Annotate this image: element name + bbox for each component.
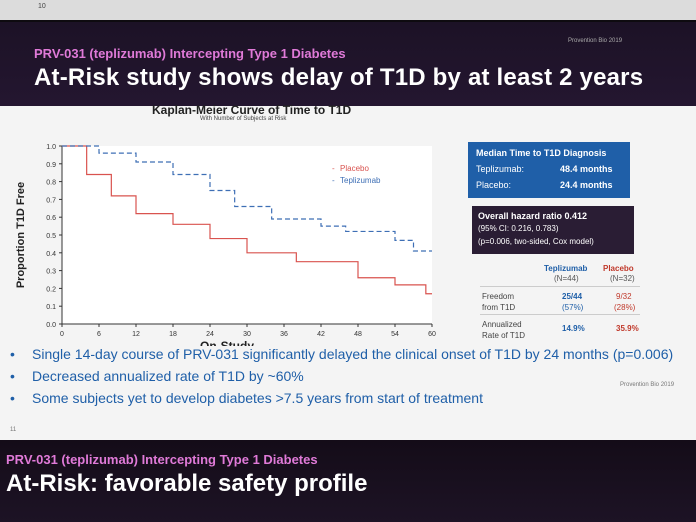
y-tick-label: 0.2 [46, 286, 56, 293]
median-placebo-value: 24.4 months [560, 180, 613, 190]
current-slide: Provention Bio 2019 PRV-031 (teplizumab)… [0, 22, 696, 440]
slide-header: Provention Bio 2019 PRV-031 (teplizumab)… [0, 22, 696, 106]
chart-subtitle: With Number of Subjects at Risk [200, 116, 287, 122]
x-tick-label: 30 [243, 331, 251, 338]
next-slide: PRV-031 (teplizumab) Intercepting Type 1… [0, 440, 696, 522]
bullet-dot: • [10, 346, 15, 362]
row-freedom-label2: from T1D [482, 303, 516, 312]
freedom-placebo-value: 9/32 [616, 292, 632, 301]
n-teplizumab: (N=44) [554, 274, 579, 283]
col-header-teplizumab: Teplizumab [544, 264, 588, 273]
y-tick-label: 0.3 [46, 269, 56, 276]
y-tick-label: 0.9 [46, 162, 56, 169]
x-tick-label: 48 [354, 331, 362, 338]
row-freedom-label1: Freedom [482, 292, 515, 301]
x-tick-label: 60 [428, 331, 436, 338]
bullet-text: Single 14-day course of PRV-031 signific… [32, 346, 674, 362]
table-divider [480, 314, 640, 315]
slide-page-number: 11 [10, 427, 17, 433]
n-placebo: (N=32) [610, 274, 635, 283]
rate-placebo-value: 35.9% [616, 324, 639, 333]
y-tick-label: 0.1 [46, 304, 56, 311]
median-placebo-label: Placebo: [476, 180, 512, 190]
next-slide-subtitle: PRV-031 (teplizumab) Intercepting Type 1… [6, 452, 318, 467]
km-chart: 0.0 0.1 0.2 0.3 0.4 0.5 0.6 0.7 0.8 0.9 1.0 0 6 12 18 2… [15, 144, 436, 346]
plot-area [62, 146, 432, 324]
bullet-dot: • [10, 368, 15, 384]
x-tick-label: 0 [60, 331, 64, 338]
rate-teplizumab-value: 14.9% [562, 324, 585, 333]
series-line-placebo [62, 145, 432, 295]
x-tick-label: 54 [391, 331, 399, 338]
freedom-teplizumab-pct: (57%) [562, 303, 584, 312]
y-tick-label: 1.0 [46, 144, 56, 151]
next-slide-title: At-Risk: favorable safety profile [6, 470, 368, 497]
slide-subtitle: PRV-031 (teplizumab) Intercepting Type 1… [34, 46, 346, 61]
x-tick-label: 6 [97, 331, 101, 338]
legend-marker: - [332, 164, 335, 173]
legend-marker: - [332, 176, 335, 185]
legend-label-placebo: Placebo [340, 164, 369, 173]
y-tick-label: 0.4 [46, 251, 56, 258]
median-teplizumab-label: Teplizumab: [476, 164, 525, 174]
median-teplizumab-value: 48.4 months [560, 164, 613, 174]
slide-title: At-Risk study shows delay of T1D by at l… [34, 64, 644, 91]
table-header-divider [480, 286, 640, 287]
bullet-text: Some subjects yet to develop diabetes >7… [32, 390, 483, 406]
legend-label-teplizumab: Teplizumab [340, 176, 381, 185]
x-tick-label: 18 [169, 331, 177, 338]
slide-source-footer: Provention Bio 2019 [620, 382, 675, 388]
y-tick-label: 0.5 [46, 233, 56, 240]
x-axis-label: On-Study [200, 339, 254, 346]
results-table: Teplizumab Placebo (N=44) (N=32) Freedom… [478, 260, 646, 348]
previous-slide-strip: 10 [0, 0, 696, 20]
y-tick-label: 0.0 [46, 322, 56, 329]
y-axis-label: Proportion T1D Free [15, 182, 27, 288]
x-tick-label: 12 [132, 331, 140, 338]
median-panel-header: Median Time to T1D Diagnosis [476, 148, 607, 158]
hazard-ratio-line2: (95% CI: 0.216, 0.783) [478, 224, 559, 233]
series-line-teplizumab [62, 145, 432, 252]
hazard-ratio-line3: (p=0.006, two-sided, Cox model) [478, 237, 594, 246]
bullet-dot: • [10, 390, 15, 406]
median-time-panel: Median Time to T1D Diagnosis Teplizumab:… [468, 142, 630, 198]
y-tick-label: 0.6 [46, 215, 56, 222]
previous-page-number: 10 [38, 3, 46, 10]
y-tick-label: 0.7 [46, 197, 56, 204]
freedom-placebo-pct: (28%) [614, 303, 636, 312]
hazard-ratio-panel: Overall hazard ratio 0.412 (95% CI: 0.21… [472, 206, 634, 254]
hazard-ratio-line1: Overall hazard ratio 0.412 [478, 211, 588, 221]
x-tick-label: 36 [280, 331, 288, 338]
bullet-text: Decreased annualized rate of T1D by ~60% [32, 368, 304, 384]
row-rate-label2: Rate of T1D [482, 331, 525, 340]
col-header-placebo: Placebo [603, 264, 634, 273]
freedom-teplizumab-value: 25/44 [562, 292, 583, 301]
x-tick-label: 24 [206, 331, 214, 338]
slide-source: Provention Bio 2019 [568, 38, 623, 44]
row-rate-label1: Annualized [482, 320, 522, 329]
chart-title: Kaplan-Meier Curve of Time to T1D [152, 103, 352, 117]
y-tick-label: 0.8 [46, 180, 56, 187]
x-tick-label: 42 [317, 331, 325, 338]
